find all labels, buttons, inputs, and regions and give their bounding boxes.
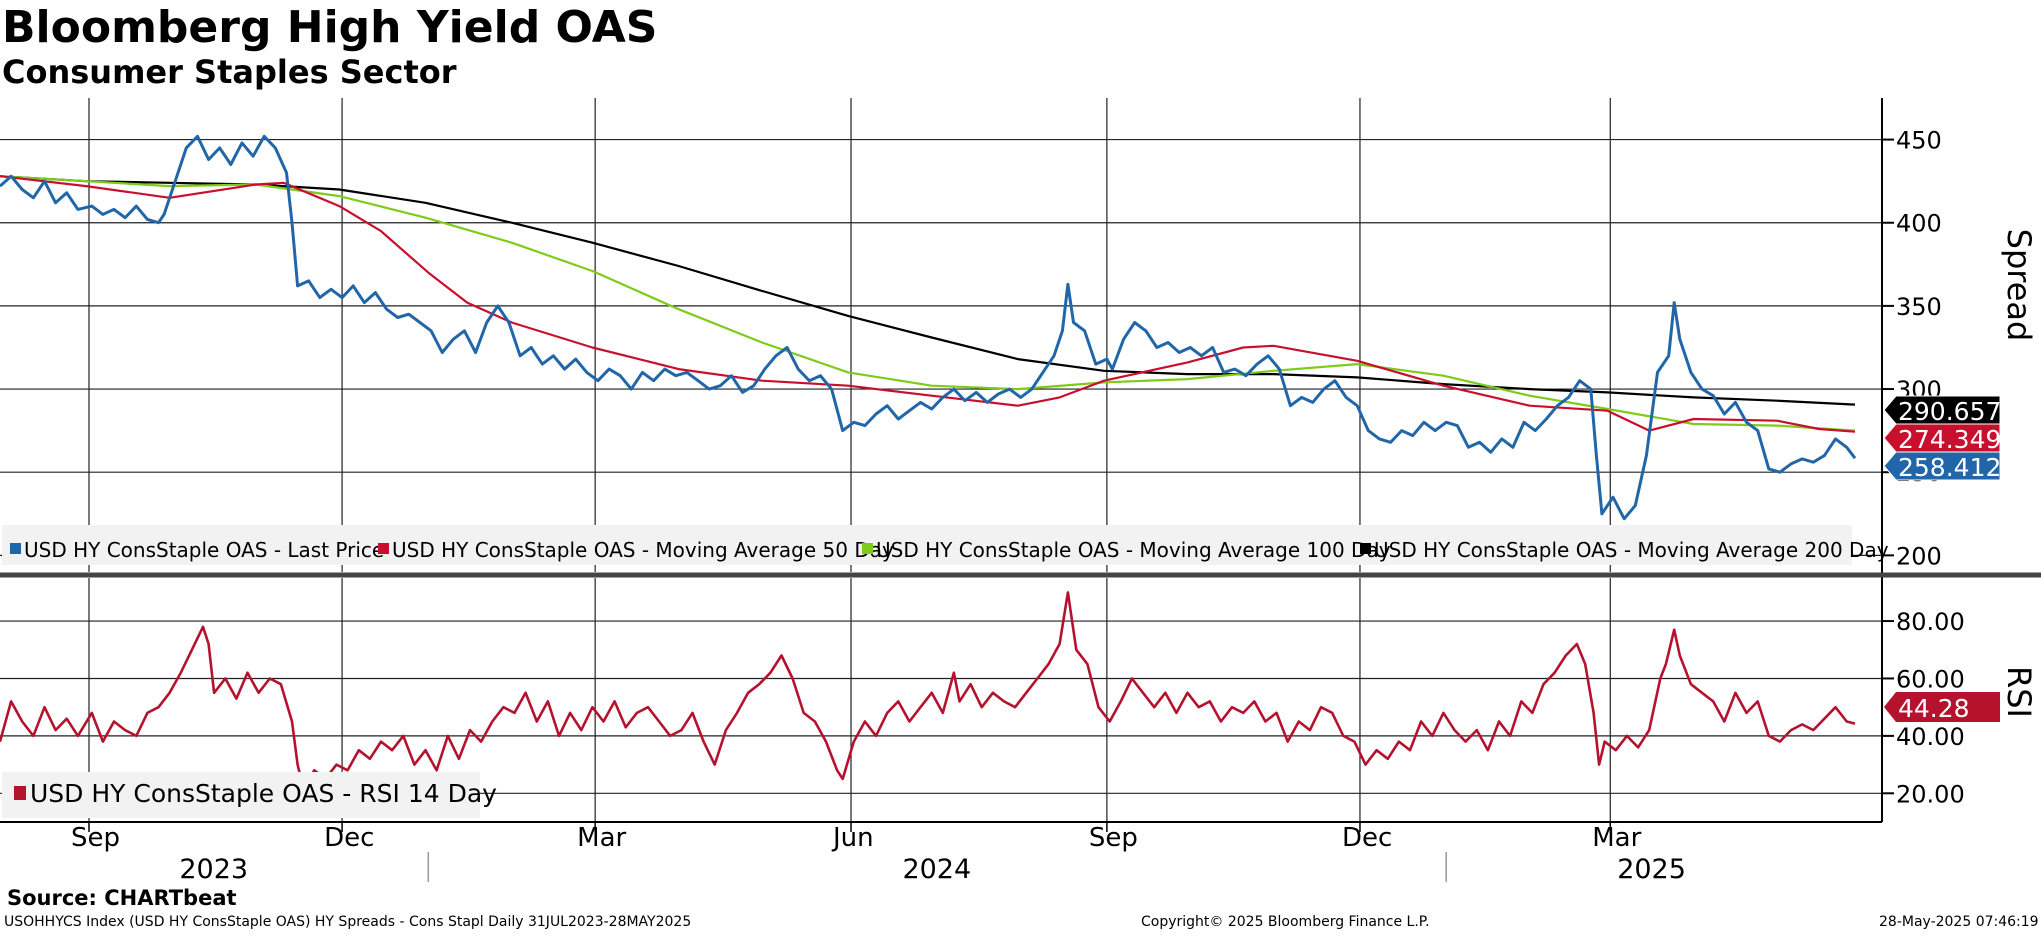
- series-line-rsi: [0, 591, 1856, 789]
- last-value-badge: [1883, 451, 2001, 481]
- rsi-axis-title: RSI: [2000, 666, 2038, 718]
- month-label: Mar: [1592, 823, 1641, 853]
- legend-layer: USD HY ConsStaple OAS - Last Price USD HY…: [2, 525, 1889, 818]
- series-line-ma200: [0, 175, 1856, 406]
- series-line-last-price: [0, 134, 1857, 521]
- ticker-description: USOHHYCS Index (USD HY ConsStaple OAS) H…: [4, 914, 692, 930]
- legend-entry: USD HY ConsStaple OAS - Moving Average 1…: [876, 538, 1391, 562]
- legend-entry: USD HY ConsStaple OAS - Moving Average 5…: [392, 538, 894, 562]
- series-line-ma50: [0, 175, 1856, 433]
- axis-layer: 20025030035040045020.0040.0060.0080.00Se…: [0, 98, 2041, 885]
- month-label: Dec: [324, 823, 374, 853]
- timestamp-text: 28-May-2025 07:46:19: [1879, 914, 2039, 930]
- series-layer: [0, 134, 1857, 789]
- month-label: Dec: [1342, 823, 1392, 853]
- rsi-tick-label: 20.00: [1896, 780, 1965, 808]
- rsi-legend-box: [2, 772, 480, 818]
- legend-swatch: [862, 543, 873, 554]
- spread-tick-label: 450: [1896, 127, 1942, 155]
- last-value-label: 44.28: [1898, 694, 1970, 723]
- source-label: Source: CHARTbeat: [7, 886, 237, 910]
- year-label: 2025: [1617, 854, 1686, 885]
- last-value-label: 274.349: [1898, 425, 2001, 454]
- month-label: Sep: [71, 823, 120, 853]
- last-value-badge: [1883, 395, 2001, 425]
- year-label: 2024: [902, 854, 971, 885]
- year-label: 2023: [179, 854, 248, 885]
- month-label: Jun: [831, 823, 874, 853]
- page-subtitle: Consumer Staples Sector: [2, 53, 457, 91]
- spread-tick-label: 350: [1896, 293, 1942, 321]
- month-label: Mar: [577, 823, 626, 853]
- page-title: Bloomberg High Yield OAS: [2, 2, 658, 53]
- legend-entry: USD HY ConsStaple OAS - RSI 14 Day: [30, 779, 497, 808]
- rsi-tick-label: 40.00: [1896, 723, 1965, 751]
- legend-swatch: [378, 543, 389, 554]
- legend-swatch: [10, 543, 21, 554]
- last-value-label: 290.657: [1898, 397, 2001, 426]
- legend-entry: USD HY ConsStaple OAS - Last Price: [24, 538, 384, 562]
- price-legend-box: [2, 525, 1852, 565]
- grid-layer: [0, 98, 1882, 822]
- copyright-text: Copyright© 2025 Bloomberg Finance L.P.: [1141, 914, 1430, 930]
- series-line-ma100: [0, 175, 1856, 432]
- spread-tick-label: 400: [1896, 210, 1942, 238]
- rsi-tick-label: 60.00: [1896, 665, 1965, 693]
- rsi-tick-label: 80.00: [1896, 608, 1965, 636]
- last-value-badge: [1883, 423, 2001, 453]
- legend-entry: USD HY ConsStaple OAS - Moving Average 2…: [1374, 538, 1889, 562]
- spread-tick-label: 200: [1896, 542, 1942, 570]
- legend-swatch: [14, 786, 26, 800]
- last-value-badge: [1884, 692, 2000, 722]
- month-label: Sep: [1089, 823, 1138, 853]
- last-value-label: 258.412: [1898, 453, 2001, 482]
- spread-axis-title: Spread: [2000, 229, 2038, 342]
- legend-swatch: [1360, 543, 1371, 554]
